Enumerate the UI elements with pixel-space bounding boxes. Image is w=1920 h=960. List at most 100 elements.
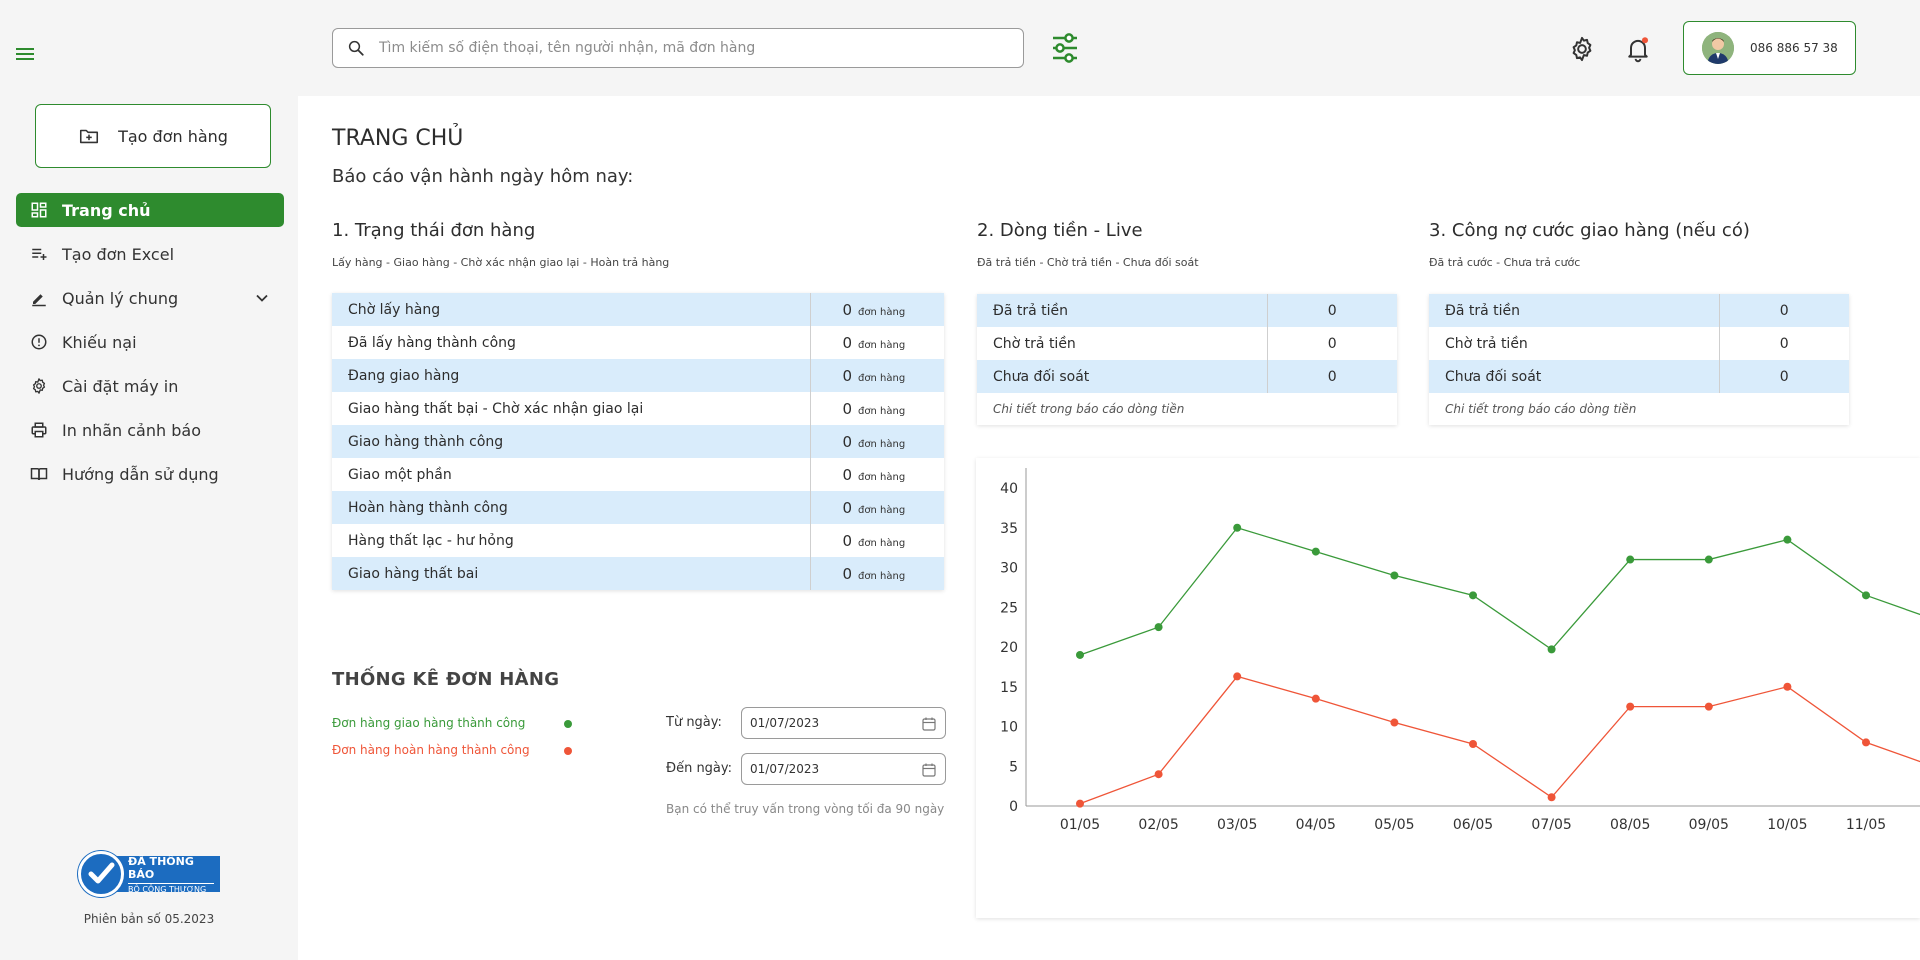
to-date-field[interactable] — [741, 753, 946, 785]
data-point — [1704, 555, 1713, 564]
legend-success: Đơn hàng giao hàng thành công — [332, 716, 525, 730]
status-label: Hàng thất lạc - hư hỏng — [332, 524, 811, 557]
y-tick-label: 40 — [1000, 481, 1018, 497]
report-note-link[interactable]: Chi tiết trong báo cáo dòng tiền — [1429, 393, 1849, 425]
table-row: Chờ lấy hàng 0 đơn hàng — [332, 293, 944, 326]
search-icon — [348, 40, 364, 56]
from-date-field[interactable] — [741, 707, 946, 739]
checkmark-seal-icon — [78, 851, 124, 897]
amount-label: Đã trả tiền — [977, 294, 1268, 327]
order-stats-title: THỐNG KÊ ĐƠN HÀNG — [332, 669, 560, 690]
debt-table: Đã trả tiền 0 Chờ trả tiền 0 Chưa đối soát 0 C… — [1429, 294, 1849, 425]
table-row: Chưa đối soát 0 — [977, 360, 1397, 393]
table-row: Đã lấy hàng thành công 0 đơn hàng — [332, 326, 944, 359]
calendar-icon[interactable] — [921, 716, 937, 732]
create-order-button[interactable]: Tạo đơn hàng — [35, 104, 271, 168]
status-label: Giao hàng thành công — [332, 425, 811, 458]
order-status-table: Chờ lấy hàng 0 đơn hàng Đã lấy hàng thành c… — [332, 293, 944, 590]
notification-bell-icon[interactable] — [1624, 35, 1652, 63]
status-count: 0 — [842, 564, 853, 583]
legend-success-label: Đơn hàng giao hàng thành công — [332, 716, 526, 730]
legend-return: Đơn hàng hoàn hàng thành công — [332, 743, 530, 757]
sidebar-item-management[interactable]: Quản lý chung — [16, 281, 284, 315]
sidebar-item-label: Cài đặt máy in — [62, 376, 179, 396]
sidebar-item-complaints[interactable]: Khiếu nại — [16, 325, 284, 359]
to-date-input[interactable] — [750, 762, 910, 776]
data-point — [1547, 645, 1556, 654]
legend-return-label: Đơn hàng hoàn hàng thành công — [332, 743, 530, 757]
status-value-cell: 0 đơn hàng — [810, 359, 944, 392]
chevron-down-icon[interactable] — [254, 290, 270, 306]
data-point — [1626, 702, 1635, 711]
table-row: Đang giao hàng 0 đơn hàng — [332, 359, 944, 392]
sidebar-item-home[interactable]: Trang chủ — [16, 193, 284, 227]
data-point — [1390, 718, 1399, 727]
status-value-cell: 0 đơn hàng — [810, 524, 944, 557]
amount-value: 0 — [1779, 335, 1789, 352]
sidebar-item-printer-settings[interactable]: Cài đặt máy in — [16, 369, 284, 403]
badge-subtitle: BỘ CÔNG THƯƠNG — [128, 882, 214, 894]
sidebar-item-label: Khiếu nại — [62, 332, 137, 352]
x-tick-label: 06/05 — [1453, 817, 1493, 833]
status-value-cell: 0 đơn hàng — [810, 392, 944, 425]
report-note-link[interactable]: Chi tiết trong báo cáo dòng tiền — [977, 393, 1397, 425]
x-tick-label: 11/05 — [1846, 817, 1886, 833]
data-point — [1076, 650, 1084, 659]
amount-value: 0 — [1267, 360, 1397, 393]
data-point — [1783, 682, 1792, 691]
amount-value: 0 — [1719, 360, 1849, 393]
amount-value: 0 — [1267, 294, 1397, 327]
y-tick-label: 10 — [1000, 720, 1018, 736]
data-point — [1469, 739, 1477, 748]
search-input[interactable] — [379, 40, 999, 56]
ministry-notified-badge[interactable]: ĐÃ THÔNG BÁO BỘ CÔNG THƯƠNG — [78, 850, 226, 898]
folder-plus-icon — [80, 129, 99, 144]
create-order-label: Tạo đơn hàng — [118, 126, 228, 146]
main-content: TRANG CHỦ Báo cáo vận hành ngày hôm nay:… — [298, 96, 1920, 960]
data-point — [1233, 672, 1242, 681]
status-label: Đang giao hàng — [332, 359, 811, 392]
status-unit: đơn hàng — [858, 372, 906, 384]
sidebar-item-user-guide[interactable]: Hướng dẫn sử dụng — [16, 457, 284, 491]
table-row: Giao hàng thất bai 0 đơn hàng — [332, 557, 944, 590]
x-tick-label: 05/05 — [1374, 817, 1414, 833]
x-tick-label: 04/05 — [1296, 817, 1336, 833]
series-line-0 — [1079, 526, 1920, 656]
sidebar-item-warning-labels[interactable]: In nhãn cảnh báo — [16, 413, 284, 447]
status-count: 0 — [842, 498, 853, 517]
sidebar-item-excel-order[interactable]: Tạo đơn Excel — [16, 237, 284, 271]
x-tick-label: 09/05 — [1689, 817, 1729, 833]
y-tick-label: 20 — [1000, 640, 1018, 656]
cashflow-table: Đã trả tiền 0 Chờ trả tiền 0 Chưa đối soát 0 C… — [977, 294, 1397, 425]
data-point — [1076, 799, 1084, 808]
account-phone: 086 886 57 38 — [1750, 41, 1838, 55]
settings-gear-icon[interactable] — [1568, 35, 1596, 63]
from-date-input[interactable] — [750, 716, 910, 730]
data-point — [1862, 738, 1870, 747]
filter-sliders-icon[interactable] — [1050, 32, 1080, 64]
x-tick-label: 10/05 — [1767, 817, 1807, 833]
search-box[interactable] — [332, 28, 1024, 68]
report-note-row: Chi tiết trong báo cáo dòng tiền — [977, 393, 1397, 425]
status-label: Hoàn hàng thành công — [332, 491, 811, 524]
data-point — [1311, 694, 1320, 703]
legend-success-dot — [564, 720, 572, 728]
status-count: 0 — [842, 399, 853, 418]
alert-circle-icon — [31, 334, 47, 350]
playlist-add-icon — [32, 248, 47, 260]
avatar — [1702, 32, 1734, 64]
cashflow-subtitle: Đã trả tiền - Chờ trả tiền - Chưa đối so… — [977, 256, 1199, 269]
account-button[interactable]: 086 886 57 38 — [1683, 21, 1856, 75]
y-tick-label: 15 — [1000, 680, 1018, 696]
status-count: 0 — [842, 465, 853, 484]
badge-text: ĐÃ THÔNG BÁO BỘ CÔNG THƯƠNG — [114, 855, 220, 894]
legend-return-dot — [564, 747, 572, 755]
y-tick-label: 5 — [1009, 759, 1018, 775]
sidebar: Tạo đơn hàng Trang chủ Tạo đơn Excel Quả… — [0, 96, 298, 960]
y-tick-label: 25 — [1000, 600, 1018, 616]
status-unit: đơn hàng — [858, 339, 906, 351]
calendar-icon[interactable] — [921, 762, 937, 778]
data-point — [1154, 770, 1163, 779]
menu-icon[interactable] — [16, 48, 34, 60]
date-range-hint: Bạn có thể truy vấn trong vòng tối đa 90… — [666, 802, 945, 816]
